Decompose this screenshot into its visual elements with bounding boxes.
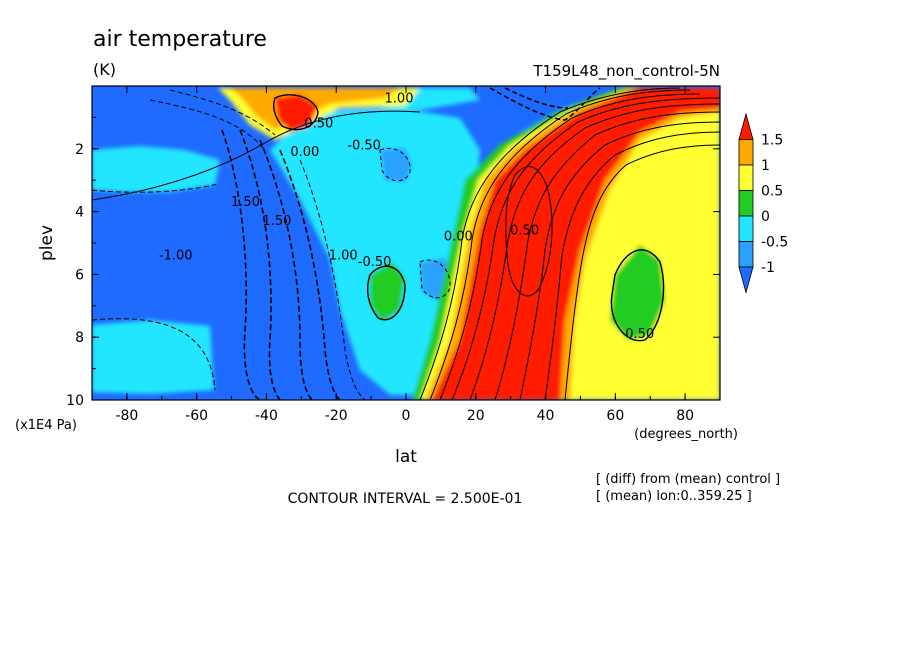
contour-line [544, 131, 720, 400]
colorbar-swatch [738, 241, 754, 268]
region-central-blue-1 [380, 148, 412, 182]
region-upper-red [275, 94, 318, 132]
x-tick-label: -80 [115, 408, 138, 424]
contour-label: 1.50 [231, 195, 260, 210]
contour-line [564, 144, 720, 400]
colorbar-swatch [738, 215, 754, 242]
contour-label: 1.00 [329, 249, 358, 264]
x-tick-label: 0 [402, 408, 411, 424]
contour-line [419, 87, 681, 400]
region-central [270, 108, 480, 395]
contour-label: 0.50 [625, 327, 654, 342]
region-sh-upper [92, 146, 220, 192]
contour-interval: CONTOUR INTERVAL = 2.500E-01 [288, 491, 523, 507]
contour-line [239, 129, 281, 400]
y-tick-label: 2 [75, 142, 84, 158]
x-tick-label: 60 [606, 408, 624, 424]
colorbar-label: -0.5 [761, 235, 788, 251]
contour-label: 0.50 [510, 223, 539, 238]
contour-line [419, 259, 451, 299]
contour-labels: 1.000.500.00 -0.50-1.001.501.501.00 -0.500… [159, 92, 654, 343]
plot-area: 1.000.500.00 -0.50-1.001.501.501.00 -0.500… [92, 86, 720, 400]
contour-line [92, 183, 219, 193]
contour-line [469, 103, 720, 400]
contour-line [439, 93, 701, 400]
contour-line [92, 318, 216, 391]
x-tick-label: 40 [537, 408, 555, 424]
x-tick-label: 20 [467, 408, 485, 424]
contour-lines [92, 87, 720, 400]
contour-line [169, 89, 276, 136]
region-nh-red [432, 88, 720, 400]
contour-line [366, 265, 406, 321]
x-axis-units: (degrees_north) [634, 427, 738, 442]
contour-line [489, 87, 601, 121]
contour-line [451, 97, 720, 400]
y-tick-label: 6 [75, 267, 84, 283]
region-central-green [370, 262, 405, 322]
colorbar-swatch [738, 190, 754, 217]
region-sh-lower [92, 320, 214, 394]
colorbar-swatch [738, 112, 754, 140]
contour-line [505, 166, 553, 297]
contour-line [519, 121, 720, 400]
x-axis-label: lat [395, 447, 417, 467]
y-tick-label: 4 [75, 205, 84, 221]
contour-label: 0.00 [290, 145, 319, 160]
contour-label: 1.50 [262, 214, 291, 229]
y-axis-units: (x1E4 Pa) [15, 418, 77, 433]
chart-subtitle: T159L48_non_control-5N [532, 62, 720, 81]
units-label: (K) [93, 60, 116, 79]
note-line-2: [ (mean) lon:0..359.25 ] [596, 489, 752, 504]
contour-label: -0.50 [347, 139, 381, 154]
contour-line [299, 159, 366, 400]
x-tick-label: -60 [185, 408, 208, 424]
contour-line [279, 149, 341, 400]
contour-line [494, 111, 720, 400]
contour-line [259, 139, 313, 400]
colorbar-label: 0.5 [761, 184, 783, 200]
x-tick-label: 80 [676, 408, 694, 424]
chart-title: air temperature [93, 27, 267, 52]
colorbar-swatch [738, 139, 754, 166]
contour-label: 0.00 [444, 230, 473, 245]
field-regions [92, 88, 720, 400]
contour-label: -0.50 [358, 255, 392, 270]
colorbar-swatch [738, 164, 754, 191]
contour-label: 1.00 [385, 92, 414, 107]
y-tick-label: 8 [75, 330, 84, 346]
colorbar-label: 0 [761, 209, 770, 225]
contour-label: -1.00 [159, 249, 193, 264]
x-axis: -80 -60 -40 -20 0 20 40 60 80 [91, 86, 721, 424]
x-tick-label: -40 [255, 408, 278, 424]
contour-line [429, 89, 691, 400]
colorbar: -1 -0.5 0 0.5 1 1.5 [738, 112, 788, 295]
y-axis: 2 4 6 8 10 [66, 116, 720, 409]
region-nh-green-patch [610, 245, 665, 340]
colorbar-label: 1.5 [761, 133, 783, 149]
contour-line [379, 148, 411, 182]
contour-line [92, 110, 421, 201]
contour-line [149, 99, 266, 151]
y-axis-label: plev [37, 225, 57, 261]
note-line-1: [ (diff) from (mean) control ] [596, 472, 780, 487]
contour-line [221, 129, 261, 400]
contour-label: 0.50 [304, 117, 333, 132]
colorbar-label: 1 [761, 158, 770, 174]
contour-line [273, 94, 319, 131]
colorbar-swatch [738, 266, 754, 295]
x-tick-label: -20 [325, 408, 348, 424]
contour-line [610, 249, 665, 342]
y-tick-label: 10 [66, 393, 84, 409]
colorbar-label: -1 [761, 260, 775, 276]
